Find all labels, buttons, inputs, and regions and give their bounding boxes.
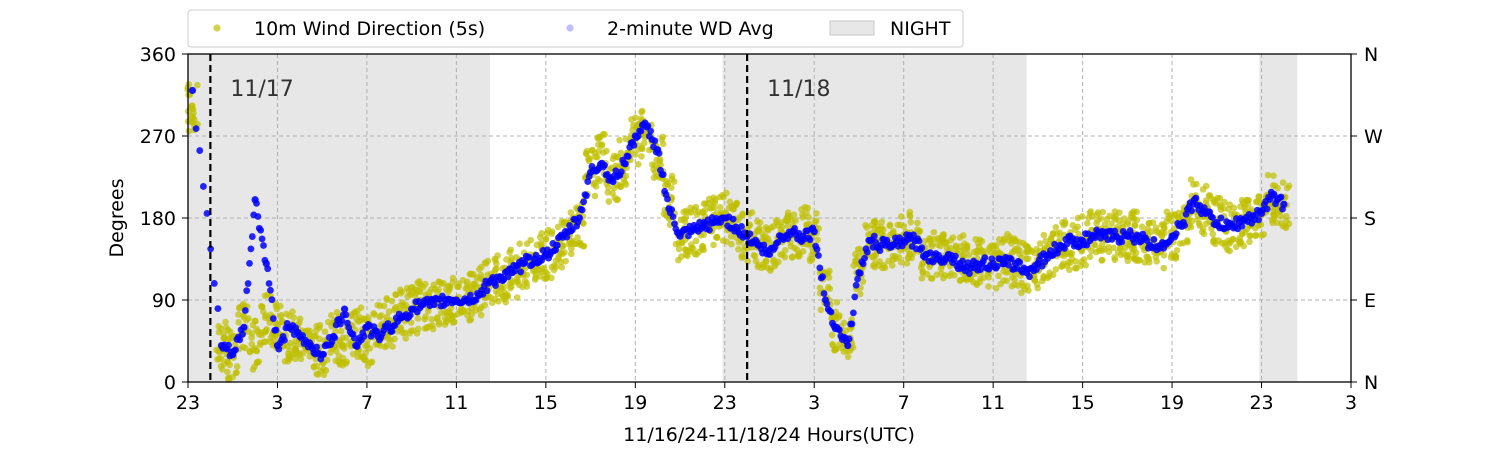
point-2min-0 [188,86,197,95]
point-2min-48 [733,223,751,241]
point-2min-2 [219,341,237,360]
legend: 10m Wind Direction (5s) 2-minute WD Avg … [187,9,964,48]
point-2min-3 [230,323,248,355]
point-2min-65 [924,249,941,266]
point-2min-12 [331,305,349,342]
point-2min-74 [1024,259,1042,281]
y-tick-label-2: 180 [140,208,176,230]
legend-marker-2min [566,24,574,32]
point-2min-31 [543,240,561,262]
point-2min-89 [1192,194,1210,218]
x-tick-label-12: 23 [1249,392,1273,414]
x-tick-label-9: 11 [981,392,1005,414]
point-5s-45 [704,194,723,249]
legend-box [187,9,964,48]
point-2min-5 [253,199,270,268]
point-2min-79 [1080,230,1098,249]
point-2min-72 [1002,253,1020,273]
axis-layer: 23 3 7 11 15 19 23 3 7 11 15 19 23 3 0 90 180 270 360 N E S W N [140,44,1383,414]
x-tick-label-13: 3 [1345,392,1357,414]
point-2min-32 [555,227,572,242]
point-2min-36 [599,161,617,186]
x-axis-label: 11/16/24-11/18/24 Hours(UTC) [623,424,915,446]
y2-tick-label-1: E [1364,290,1376,312]
y2-tick-label-4: N [1364,44,1378,66]
point-2min-34 [577,168,595,214]
y-tick-label-4: 360 [140,44,176,66]
point-2min-54 [801,224,818,244]
x-tick-label-1: 3 [271,392,283,414]
point-2min-51 [767,232,785,253]
legend-label-night: NIGHT [890,18,951,40]
day-marker-label-0: 11/17 [230,77,293,102]
point-2min-60 [868,232,885,255]
x-tick-label-4: 15 [534,392,558,414]
point-5s-26 [492,252,510,306]
point-2min-68 [957,257,975,277]
y2-tick-label-3: W [1364,126,1383,148]
point-2min-18 [398,305,416,322]
day-marker-label-1: 11/18 [767,77,830,102]
point-2min-15 [364,320,382,341]
y2-tick-label-0: N [1364,372,1378,394]
x-tick-label-3: 11 [444,392,468,414]
point-2min-96 [1270,190,1288,213]
point-2min-83 [1125,227,1143,246]
legend-marker-night [829,20,875,36]
point-2min-33 [566,214,583,235]
x-tick-label-0: 23 [176,392,200,414]
point-2min-70 [979,254,997,273]
day-marker-layer: 11/17 11/18 [209,54,831,382]
legend-label-5s: 10m Wind Direction (5s) [254,18,485,40]
x-tick-label-11: 19 [1160,392,1184,414]
x-tick-label-7: 3 [808,392,820,414]
point-2min-17 [387,310,405,335]
x-tick-label-2: 7 [361,392,373,414]
point-2min-50 [756,241,774,259]
point-2min-63 [901,231,919,250]
y-tick-label-3: 270 [140,126,176,148]
point-2min-19 [409,298,427,316]
x-tick-label-8: 7 [898,392,910,414]
point-2min-52 [778,228,796,244]
legend-marker-5s [213,24,221,32]
point-2min-16 [376,320,393,344]
point-5s-2 [223,326,241,383]
y2-tick-label-2: S [1364,208,1376,230]
point-2min-67 [946,251,964,273]
y-axis-label: Degrees [106,178,128,257]
point-5s-70 [984,241,1002,292]
point-2min-38 [622,132,639,168]
y-tick-label-1: 90 [152,290,176,312]
legend-label-2min: 2-minute WD Avg [607,18,774,40]
point-2min-93 [1237,211,1254,230]
x-tick-label-6: 23 [713,392,737,414]
x-tick-label-5: 19 [623,392,647,414]
wind-direction-2min-avg-points [188,86,1288,363]
point-2min-14 [353,323,371,351]
point-2min-25 [476,277,494,298]
x-tick-label-10: 15 [1071,392,1095,414]
point-2min-95 [1259,188,1277,214]
y-tick-label-0: 0 [164,372,176,394]
point-2min-8 [286,322,304,341]
